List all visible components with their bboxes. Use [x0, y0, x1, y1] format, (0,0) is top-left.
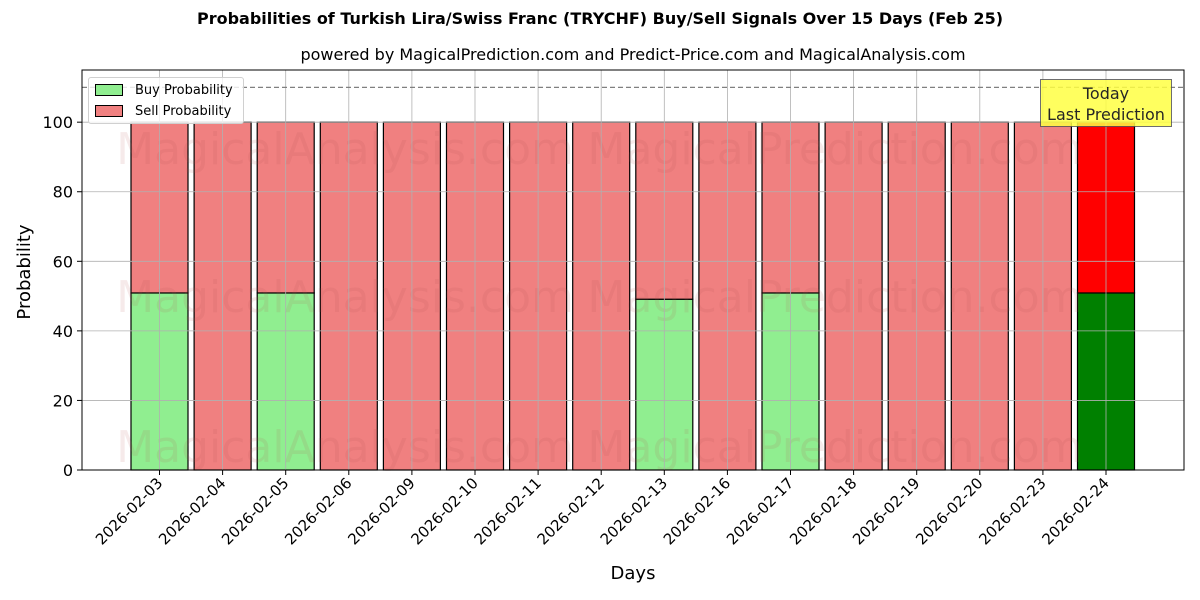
watermark: MagicalAnalysis.com	[116, 422, 574, 473]
watermark: MagicalAnalysis.com	[116, 272, 574, 323]
watermark: MagicalPrediction.com	[588, 272, 1083, 323]
x-tick-label: 2026-02-20	[912, 474, 986, 548]
x-tick-label: 2026-02-23	[975, 474, 1049, 548]
x-tick-label: 2026-02-18	[786, 474, 860, 548]
y-tick-label: 60	[53, 252, 73, 271]
watermark: MagicalPrediction.com	[588, 124, 1083, 175]
annotation-line1: Today	[1082, 84, 1130, 103]
buy-swatch-icon	[95, 84, 123, 96]
x-tick-label: 2026-02-11	[471, 474, 545, 548]
legend-item-buy: Buy Probability	[95, 82, 233, 98]
x-tick-label: 2026-02-24	[1038, 474, 1112, 548]
x-tick-label: 2026-02-05	[218, 474, 292, 548]
x-tick-label: 2026-02-16	[660, 474, 734, 548]
chart-title: Probabilities of Turkish Lira/Swiss Fran…	[196, 9, 1004, 28]
sell-swatch-icon	[95, 105, 123, 117]
x-tick-label: 2026-02-10	[407, 474, 481, 548]
x-tick-label: 2026-02-17	[723, 474, 797, 548]
y-tick-label: 80	[53, 183, 73, 202]
legend-label-sell: Sell Probability	[135, 103, 232, 119]
legend-label-buy: Buy Probability	[135, 82, 233, 98]
watermark: MagicalPrediction.com	[588, 422, 1083, 473]
x-tick-label: 2026-02-04	[155, 474, 229, 548]
y-tick-label: 100	[42, 113, 73, 132]
x-tick-label: 2026-02-13	[597, 474, 671, 548]
y-tick-label: 40	[53, 322, 73, 341]
today-annotation: Today Last Prediction	[1040, 79, 1172, 127]
y-tick-label: 0	[63, 461, 73, 480]
x-tick-label: 2026-02-03	[92, 474, 166, 548]
chart-subtitle: powered by MagicalPrediction.com and Pre…	[300, 45, 966, 64]
x-tick-label: 2026-02-09	[344, 474, 418, 548]
legend: Buy Probability Sell Probability	[88, 77, 244, 124]
annotation-line2: Last Prediction	[1047, 105, 1165, 124]
y-tick-label: 20	[53, 391, 73, 410]
legend-item-sell: Sell Probability	[95, 103, 231, 119]
x-axis-label: Days	[610, 563, 656, 584]
x-tick-label: 2026-02-06	[281, 474, 355, 548]
x-tick-label: 2026-02-19	[849, 474, 923, 548]
watermark: MagicalAnalysis.com	[116, 124, 574, 175]
y-axis-label: Probability	[14, 224, 35, 320]
x-tick-label: 2026-02-12	[534, 474, 608, 548]
